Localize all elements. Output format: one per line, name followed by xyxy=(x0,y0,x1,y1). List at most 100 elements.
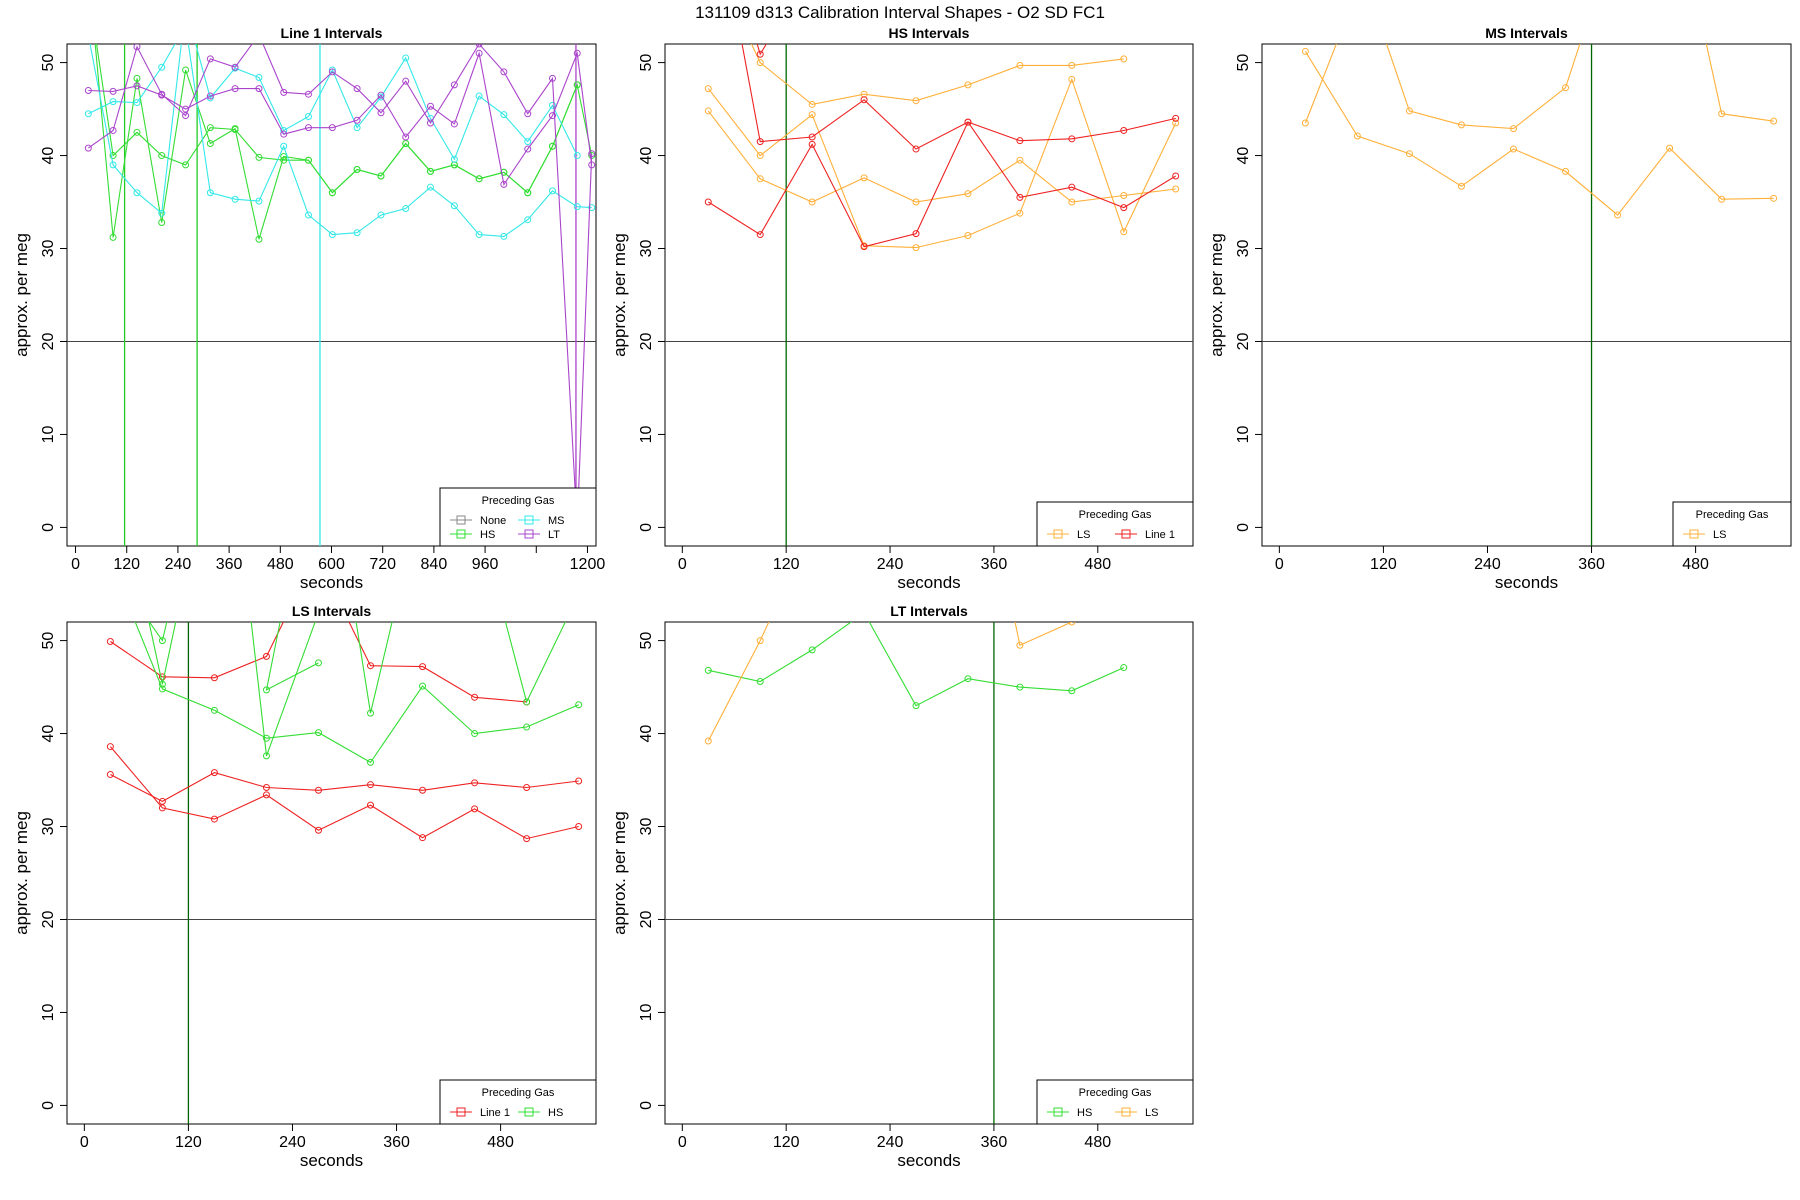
data-point xyxy=(262,686,270,694)
data-point xyxy=(1120,126,1128,134)
data-point xyxy=(471,805,479,813)
data-point xyxy=(500,111,508,119)
legend-marker xyxy=(456,515,466,525)
data-point xyxy=(808,646,816,654)
y-tick-label: 30 xyxy=(40,240,57,258)
data-point xyxy=(1120,192,1128,200)
data-point xyxy=(426,167,434,175)
data-point xyxy=(158,63,166,71)
data-point xyxy=(964,232,972,240)
series-hs-8 xyxy=(355,622,393,717)
x-tick-label: 240 xyxy=(877,556,904,573)
data-point xyxy=(912,702,920,710)
data-point xyxy=(314,659,322,667)
series-line xyxy=(1304,51,1774,216)
plot-area xyxy=(665,622,1193,1124)
data-point xyxy=(524,216,532,224)
data-point xyxy=(1172,172,1180,180)
data-point xyxy=(133,128,141,136)
series-ls-4 xyxy=(1705,44,1778,125)
series-line xyxy=(88,44,592,237)
y-axis-label: approx. per meg xyxy=(610,811,629,935)
chart-title: LT Intervals xyxy=(890,603,968,619)
legend-label: LT xyxy=(548,529,560,541)
data-point xyxy=(860,243,868,251)
data-point xyxy=(1718,110,1726,118)
y-tick-label: 40 xyxy=(638,147,655,165)
data-point xyxy=(158,804,166,812)
data-point xyxy=(419,682,427,690)
y-axis: 0 10 20 30 40 50 approx. per meg xyxy=(1207,54,1262,532)
data-point xyxy=(328,68,336,76)
data-point xyxy=(106,743,114,751)
data-point xyxy=(206,124,214,132)
plot-frame xyxy=(664,43,1194,547)
legend: Preceding Gas Line 1 HS xyxy=(439,1079,597,1125)
x-axis: 0 120 240 360 480 seconds xyxy=(678,546,1111,592)
data-point xyxy=(426,183,434,191)
data-point xyxy=(353,116,361,124)
x-tick-label: 480 xyxy=(1682,556,1709,573)
data-point xyxy=(1016,137,1024,145)
data-point xyxy=(756,231,764,239)
series-hs-5 xyxy=(148,622,177,688)
x-tick-label: 120 xyxy=(175,1134,202,1151)
legend-box xyxy=(1672,501,1792,547)
legend-entry-line-1: Line 1 xyxy=(1115,529,1175,541)
series-line-1-2 xyxy=(106,769,583,805)
y-tick-label: 20 xyxy=(638,332,655,350)
series-ls-2 xyxy=(704,75,1180,252)
data-point xyxy=(133,44,141,51)
y-tick-label: 40 xyxy=(638,725,655,743)
chart-panel-3: MS Intervals 0 10 20 30 40 50 approx. per meg 0 1… xyxy=(1207,25,1792,592)
chart-panel-4: LS Intervals 0 10 20 30 40 50 approx. per meg 0 1… xyxy=(12,603,597,1170)
data-point xyxy=(158,90,166,98)
data-point xyxy=(231,85,239,93)
series-ls-3 xyxy=(750,44,1128,108)
data-point xyxy=(548,112,556,120)
data-point xyxy=(1016,193,1024,201)
x-tick-label: 0 xyxy=(80,1134,89,1151)
chart-panel-2: HS Intervals 0 10 20 30 40 50 approx. per meg 0 1… xyxy=(610,25,1194,592)
data-point xyxy=(1509,145,1517,153)
plot-area xyxy=(665,44,1193,546)
data-point xyxy=(210,815,218,823)
data-point xyxy=(1614,211,1622,219)
x-tick-label: 1200 xyxy=(570,556,606,573)
x-tick-label: 360 xyxy=(1578,556,1605,573)
x-tick-label: 480 xyxy=(1084,556,1111,573)
data-point xyxy=(1068,622,1076,626)
data-point xyxy=(756,637,764,645)
y-tick-label: 40 xyxy=(40,147,57,165)
series-line xyxy=(1304,44,1337,124)
legend-title: Preceding Gas xyxy=(1696,509,1769,521)
y-tick-label: 30 xyxy=(638,818,655,836)
data-point xyxy=(206,139,214,147)
data-point xyxy=(210,769,218,777)
x-tick-label: 120 xyxy=(113,556,140,573)
legend-entry-line-1: Line 1 xyxy=(450,1107,510,1119)
data-point xyxy=(1016,61,1024,69)
data-point xyxy=(1770,117,1778,125)
y-tick-label: 10 xyxy=(40,425,57,443)
data-point xyxy=(548,101,556,109)
data-point xyxy=(704,198,712,206)
data-point xyxy=(1016,209,1024,217)
data-point xyxy=(377,93,385,101)
y-axis-label: approx. per meg xyxy=(12,233,31,357)
data-point xyxy=(575,777,583,785)
data-point xyxy=(280,88,288,96)
series-line-1-5 xyxy=(741,44,1180,153)
y-tick-label: 10 xyxy=(1235,425,1252,443)
y-tick-label: 0 xyxy=(40,523,57,532)
data-point xyxy=(475,231,483,239)
legend-marker xyxy=(1689,529,1699,539)
data-point xyxy=(475,44,483,48)
series-line xyxy=(707,622,770,742)
y-tick-label: 50 xyxy=(638,632,655,650)
data-point xyxy=(419,786,427,794)
data-point xyxy=(314,786,322,794)
x-tick-label: 840 xyxy=(421,556,448,573)
series-lt-6 xyxy=(84,44,596,531)
series-hs-4 xyxy=(134,622,583,766)
